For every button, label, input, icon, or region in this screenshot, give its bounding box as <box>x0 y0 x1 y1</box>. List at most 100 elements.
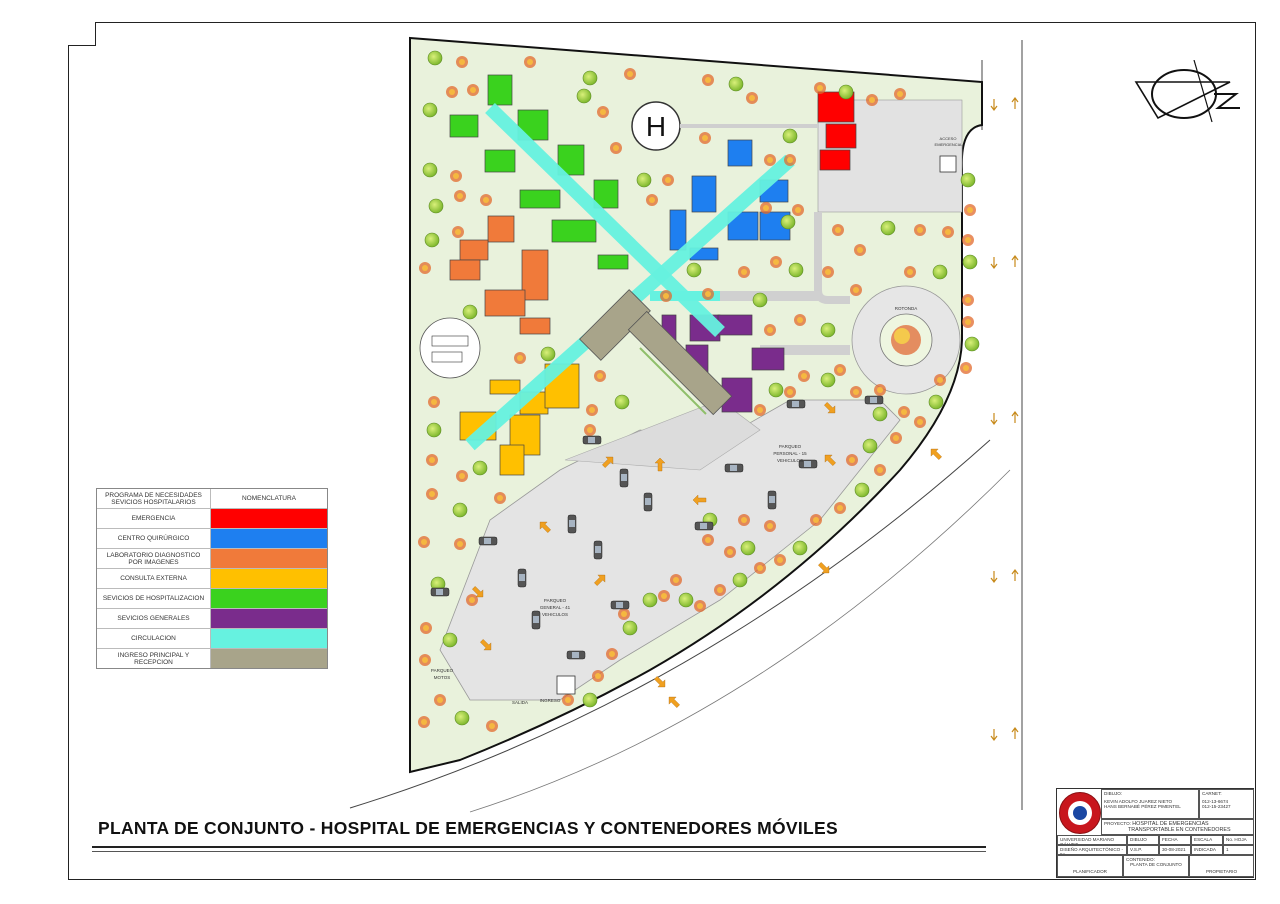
planificador-cell: PLANIFICADOR <box>1057 855 1123 877</box>
tree-icon <box>752 292 768 308</box>
emergency-access-label-2: EMERGENCIA <box>935 142 962 147</box>
shrub-icon <box>429 457 435 463</box>
building-block <box>487 215 515 243</box>
shrub-icon <box>469 597 475 603</box>
drawn-by-name-1: KEVIN ADOLFO JUAREZ NIETO <box>1104 799 1173 805</box>
value-cell: 30-08-2021 <box>1159 845 1191 855</box>
carnet-label: CARNET: <box>1202 791 1222 796</box>
shrub-icon <box>470 87 476 93</box>
content-label: CONTENIDO: <box>1126 857 1155 862</box>
shrub-icon <box>849 457 855 463</box>
building-block <box>727 139 753 167</box>
staff-parking-label-2: PERSONAL - 15 <box>773 451 807 456</box>
traffic-arrow-icon <box>824 402 836 414</box>
shrub-icon <box>797 317 803 323</box>
title-underline <box>92 846 986 848</box>
car-icon <box>430 587 450 597</box>
legend-row: SEVICIOS GENERALES <box>97 608 327 628</box>
shrub-icon <box>663 293 669 299</box>
propietario-label: PROPIETARIO <box>1205 869 1238 874</box>
shrub-icon <box>455 229 461 235</box>
shrub-icon <box>421 719 427 725</box>
building-block <box>691 175 717 213</box>
north-arrow-icon <box>1134 60 1240 123</box>
tree-icon <box>838 84 854 100</box>
legend-row: CIRCULACION <box>97 628 327 648</box>
header-hoja: No. HOJA <box>1226 837 1247 842</box>
frame-notch <box>68 22 96 46</box>
planificador-label: PLANIFICADOR <box>1073 869 1107 874</box>
car-window <box>804 461 811 467</box>
header-cell: No. HOJA <box>1223 835 1254 845</box>
legend-row: INGRESO PRINCIPAL Y RECEPCION <box>97 648 327 668</box>
tree-icon <box>740 540 756 556</box>
building-block <box>825 123 857 149</box>
detail-callout-shape-2 <box>431 351 463 363</box>
building-block <box>487 74 513 106</box>
car-window <box>870 397 877 403</box>
building-block <box>449 259 481 281</box>
shrub-icon <box>621 611 627 617</box>
shrub-icon <box>489 723 495 729</box>
parked-cars <box>430 395 884 660</box>
shrub-icon <box>627 71 633 77</box>
tree-icon <box>472 460 488 476</box>
tree-icon <box>732 572 748 588</box>
tree-icon <box>442 632 458 648</box>
drawn-by-label: DIBUJO: <box>1104 791 1123 796</box>
traffic-arrow-icon <box>539 521 551 533</box>
project-cell: PROYECTO: HOSPITAL DE EMERGENCIAS TRANSP… <box>1101 819 1254 835</box>
car-window <box>572 652 579 658</box>
street-arrow-up-icon <box>1011 569 1019 581</box>
shrub-icon <box>457 541 463 547</box>
legend-label: CENTRO QUIRÚRGICO <box>97 529 211 548</box>
main-entrance-block <box>579 289 651 361</box>
tree-icon <box>424 232 440 248</box>
shrub-icon <box>565 697 571 703</box>
shrub-icon <box>453 173 459 179</box>
legend-header: PROGRAMA DE NECESIDADES SEVICIOS HOSPITA… <box>97 489 327 508</box>
building-block <box>521 249 549 301</box>
project-line-1: HOSPITAL DE EMERGENCIAS <box>1132 821 1209 827</box>
street-arrow-up-icon <box>1011 97 1019 109</box>
shrub-icon <box>459 473 465 479</box>
shrub-icon <box>853 389 859 395</box>
car-window <box>645 498 651 505</box>
legend-row: LABORATORIO DIAGNOSTICO POR IMAGENES <box>97 548 327 568</box>
legend-table: PROGRAMA DE NECESIDADES SEVICIOS HOSPITA… <box>96 488 328 669</box>
shrub-icon <box>697 603 703 609</box>
tree-icon <box>454 710 470 726</box>
shrub-icon <box>937 377 943 383</box>
carnet-cell: CARNET: 012-13-6674 012-15-23427 <box>1199 789 1254 819</box>
shrub-icon <box>757 407 763 413</box>
tree-icon <box>768 382 784 398</box>
traffic-arrow-icon <box>472 586 484 598</box>
title-underline-thin <box>92 851 986 852</box>
shrub-icon <box>763 205 769 211</box>
shrub-icon <box>767 523 773 529</box>
building-block <box>499 444 525 476</box>
shrub-icon <box>901 409 907 415</box>
shrub-icon <box>705 537 711 543</box>
shrub-icon <box>705 291 711 297</box>
tree-icon <box>576 88 592 104</box>
building-block <box>669 209 687 251</box>
street-arrow-down-icon <box>990 99 998 111</box>
building-block <box>597 254 629 270</box>
shrub-icon <box>825 269 831 275</box>
car-window <box>616 602 623 608</box>
shrub-icon <box>431 399 437 405</box>
shrub-icon <box>717 587 723 593</box>
shrub-icon <box>422 265 428 271</box>
plaza <box>564 399 761 471</box>
carnet-2: 012-15-23427 <box>1202 804 1231 810</box>
tree-icon <box>872 406 888 422</box>
shrub-icon <box>837 367 843 373</box>
entrance-planter <box>639 347 707 415</box>
street-arrow-up-icon <box>1011 255 1019 267</box>
drawn-by-name-2: HANS BERNABÉ PÉREZ PIMENTEL <box>1104 804 1181 810</box>
car-icon <box>724 463 744 473</box>
tree-icon <box>540 346 556 362</box>
tree-icon <box>880 220 896 236</box>
tree-icon <box>582 70 598 86</box>
